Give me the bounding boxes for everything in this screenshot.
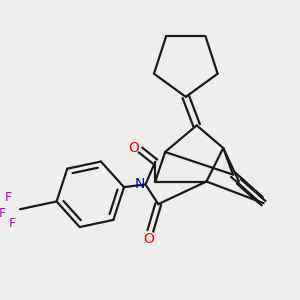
Text: F: F xyxy=(0,207,6,220)
Text: O: O xyxy=(128,141,139,155)
Text: O: O xyxy=(143,232,154,246)
Text: N: N xyxy=(134,178,145,191)
Text: F: F xyxy=(4,191,12,204)
Text: F: F xyxy=(9,217,16,230)
